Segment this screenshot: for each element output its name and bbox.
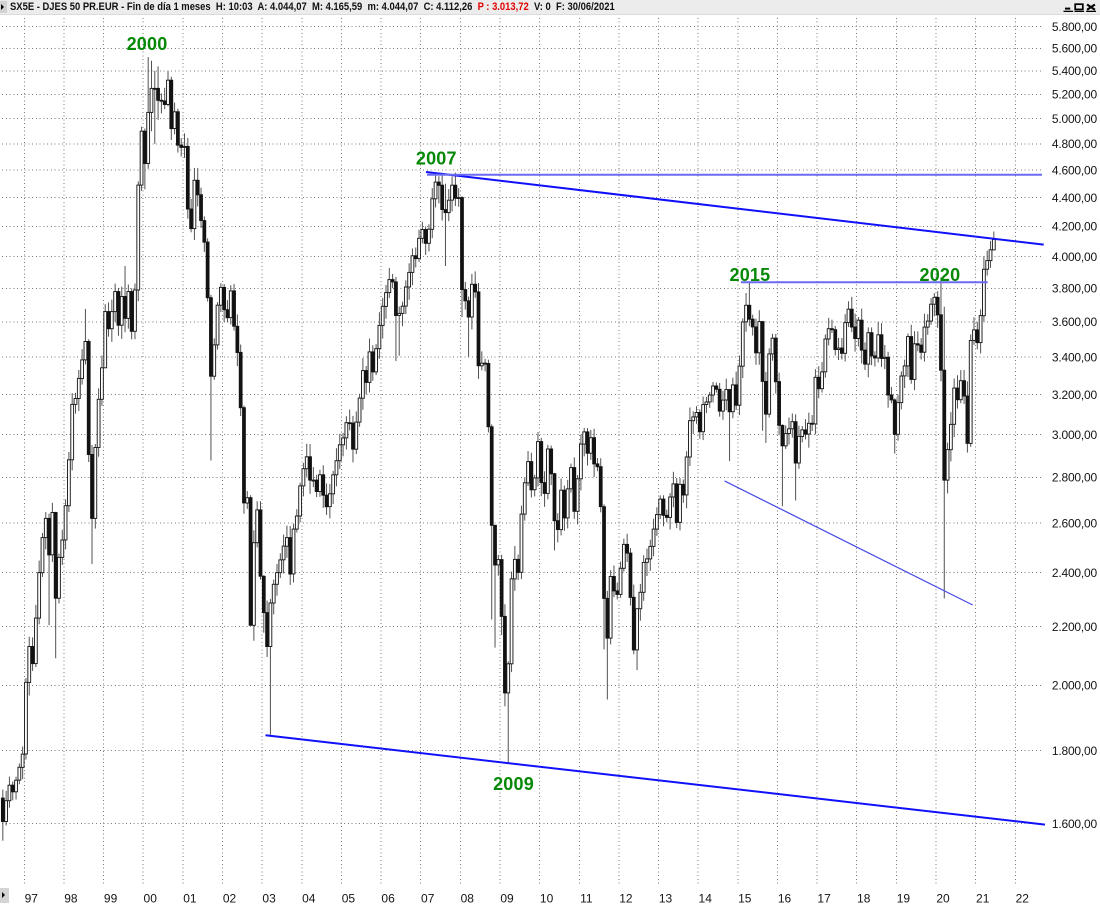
svg-text:00: 00 [144,892,158,904]
svg-text:5.000,00: 5.000,00 [1052,112,1098,126]
svg-text:19: 19 [897,892,911,904]
svg-text:4.200,00: 4.200,00 [1052,220,1098,234]
svg-text:3.600,00: 3.600,00 [1052,315,1098,329]
svg-text:98: 98 [64,892,78,904]
svg-text:10: 10 [540,892,554,904]
svg-text:3.200,00: 3.200,00 [1052,388,1098,402]
svg-text:2007: 2007 [416,148,457,168]
svg-text:2.000,00: 2.000,00 [1052,679,1098,693]
svg-text:20: 20 [936,892,950,904]
svg-text:4.800,00: 4.800,00 [1052,137,1098,151]
svg-text:1.600,00: 1.600,00 [1052,817,1098,831]
svg-text:5.800,00: 5.800,00 [1052,20,1098,34]
svg-text:18: 18 [857,892,871,904]
svg-text:2015: 2015 [730,265,771,285]
svg-text:04: 04 [302,892,316,904]
svg-text:5.600,00: 5.600,00 [1052,42,1098,56]
svg-text:1.800,00: 1.800,00 [1052,744,1098,758]
svg-text:03: 03 [262,892,276,904]
svg-text:4.600,00: 4.600,00 [1052,163,1098,177]
svg-text:4.400,00: 4.400,00 [1052,191,1098,205]
svg-text:3.800,00: 3.800,00 [1052,282,1098,296]
svg-text:09: 09 [500,892,514,904]
svg-text:2.200,00: 2.200,00 [1052,620,1098,634]
svg-text:5.200,00: 5.200,00 [1052,88,1098,102]
svg-text:13: 13 [659,892,673,904]
svg-text:07: 07 [421,892,435,904]
svg-text:2.600,00: 2.600,00 [1052,516,1098,530]
svg-text:2.800,00: 2.800,00 [1052,471,1098,485]
svg-text:17: 17 [817,892,831,904]
svg-text:05: 05 [342,892,356,904]
svg-text:22: 22 [1016,892,1030,904]
svg-text:14: 14 [699,892,713,904]
svg-text:21: 21 [976,892,990,904]
svg-text:01: 01 [183,892,197,904]
svg-text:06: 06 [381,892,395,904]
svg-text:99: 99 [104,892,118,904]
svg-text:2020: 2020 [920,265,961,285]
svg-text:12: 12 [619,892,633,904]
svg-text:15: 15 [738,892,752,904]
svg-text:4.000,00: 4.000,00 [1052,250,1098,264]
svg-text:3.000,00: 3.000,00 [1052,428,1098,442]
svg-text:2.400,00: 2.400,00 [1052,566,1098,580]
svg-text:3.400,00: 3.400,00 [1052,350,1098,364]
svg-text:11: 11 [580,892,593,904]
svg-text:2000: 2000 [127,34,168,54]
svg-text:16: 16 [778,892,792,904]
svg-text:08: 08 [461,892,475,904]
svg-text:97: 97 [25,892,39,904]
svg-text:5.400,00: 5.400,00 [1052,64,1098,78]
svg-text:02: 02 [223,892,237,904]
svg-text:2009: 2009 [493,774,534,794]
